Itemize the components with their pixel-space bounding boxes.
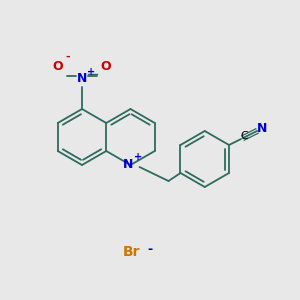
Text: +: + <box>87 67 95 77</box>
Text: N: N <box>257 122 267 134</box>
Text: -: - <box>147 242 153 256</box>
Text: N: N <box>123 158 134 170</box>
Text: C: C <box>240 131 248 141</box>
Text: O: O <box>101 61 111 74</box>
Text: Br: Br <box>123 245 141 259</box>
Text: +: + <box>134 152 142 162</box>
Text: O: O <box>53 61 63 74</box>
Text: -: - <box>66 52 70 62</box>
Text: N: N <box>77 73 87 85</box>
